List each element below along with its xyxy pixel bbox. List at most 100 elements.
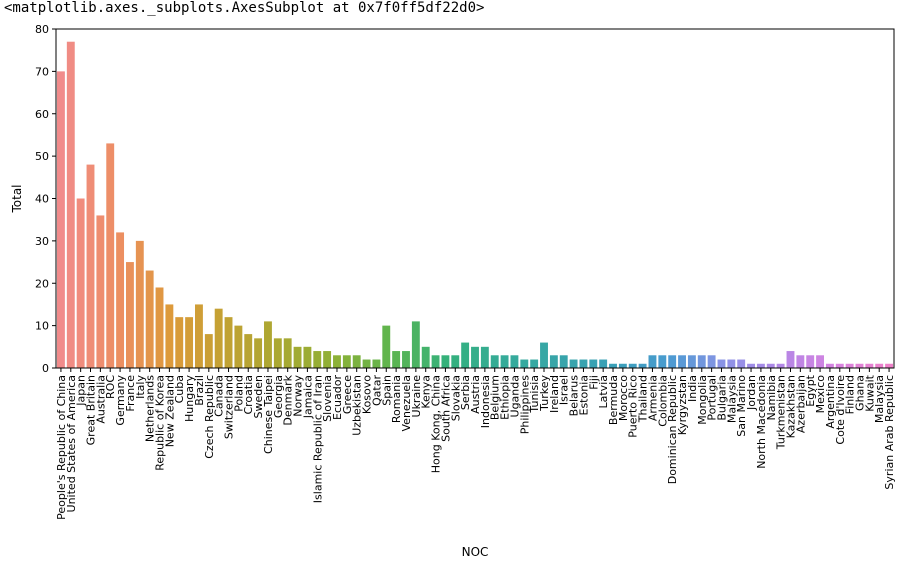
x-tick-label: Republic of Korea (154, 375, 167, 471)
y-tick-label: 50 (35, 150, 49, 163)
bar (165, 304, 174, 368)
y-tick-label: 70 (35, 65, 49, 78)
x-tick-label: India (686, 375, 699, 402)
bar (204, 334, 213, 368)
x-tick-label: San Marino (735, 375, 748, 437)
x-tick-label: Jamaica (301, 375, 314, 419)
y-tick-label: 0 (42, 362, 49, 375)
x-tick-label: Italy (134, 375, 147, 399)
y-tick-label: 80 (35, 23, 49, 36)
bar (825, 363, 834, 368)
y-tick-label: 10 (35, 320, 49, 333)
bar (76, 198, 85, 368)
bar (687, 355, 696, 368)
x-tick-label: Estonia (577, 375, 590, 416)
bar (56, 71, 65, 368)
bar (727, 359, 736, 368)
x-tick-label: Namibia (765, 375, 778, 421)
y-axis-title: Total (10, 184, 24, 213)
bar (451, 355, 460, 368)
x-tick-label: New Zealand (163, 375, 176, 447)
y-tick-label: 30 (35, 235, 49, 248)
x-tick-label: Greece (341, 375, 354, 414)
bar (756, 363, 765, 368)
x-tick-label: Morocco (617, 375, 630, 421)
bar (540, 342, 548, 368)
x-tick-label: Ukraine (410, 375, 423, 418)
x-tick-label: Turkey (538, 375, 551, 412)
bar (707, 355, 716, 368)
x-tick-label: Australia (94, 375, 107, 424)
x-tick-label: Ecuador (331, 375, 344, 420)
bar (648, 355, 657, 368)
x-tick-label: Kenya (420, 375, 433, 409)
bar (766, 363, 775, 368)
x-axis-title: NOC (462, 545, 489, 559)
bar (421, 346, 430, 368)
x-tick-label: Ethiopia (499, 375, 512, 420)
bar (865, 363, 874, 368)
x-tick-label: Indonesia (479, 375, 492, 428)
bar (678, 355, 686, 368)
bar (549, 355, 558, 368)
x-tick-label: Kosovo (361, 375, 374, 414)
bar (342, 355, 351, 368)
x-tick-label: Thailand (637, 375, 650, 423)
x-tick-label: Georgia (272, 375, 285, 418)
x-tick-label: Latvia (597, 375, 610, 409)
x-tick-label: Malaysia (873, 375, 886, 423)
bar (411, 321, 420, 368)
x-tick-label: Hungary (183, 375, 196, 422)
bar (747, 363, 755, 368)
x-tick-label: Belarus (568, 375, 581, 417)
x-tick-label: Ireland (548, 375, 561, 413)
x-tick-label: ROC (104, 375, 117, 399)
bar (697, 355, 706, 368)
x-tick-label: Norway (292, 375, 305, 417)
bar (885, 363, 894, 368)
x-tick-label: Croatia (242, 375, 255, 415)
x-tick-label: Venezuela (400, 375, 413, 432)
bar (254, 338, 263, 368)
x-tick-label: Slovakia (449, 375, 462, 421)
x-tick-label: Portugal (706, 375, 719, 421)
x-tick-label: Japan (75, 375, 88, 407)
bar (155, 287, 164, 368)
bar (244, 334, 253, 368)
bar (234, 325, 243, 368)
bar (638, 363, 647, 368)
bar (589, 359, 598, 368)
bar (500, 355, 509, 368)
bar (609, 363, 617, 368)
bar (185, 317, 194, 368)
x-tick-label: Bermuda (607, 375, 620, 425)
x-tick-label: Great Britain (85, 375, 98, 445)
bar (579, 359, 588, 368)
bar (135, 240, 144, 368)
bar (323, 351, 332, 368)
bar (224, 317, 233, 368)
x-tick-label: Romania (390, 375, 403, 423)
x-tick-label: Kazakhstan (784, 375, 797, 438)
bar (273, 338, 282, 368)
bar (175, 317, 184, 368)
bar (471, 346, 479, 368)
bar (106, 143, 115, 368)
x-tick-label: Jordan (745, 375, 758, 411)
x-tick-label: Cuba (173, 375, 186, 403)
x-tick-label: Mongolia (696, 375, 709, 425)
bar (737, 359, 746, 368)
x-tick-label: Netherlands (144, 375, 157, 442)
x-tick-label: Egypt (804, 374, 817, 406)
x-tick-label: Poland (232, 375, 245, 412)
x-tick-label: Switzerland (223, 375, 236, 439)
x-tick-label: People's Republic of China (55, 375, 68, 520)
bar (392, 351, 401, 368)
bar (116, 232, 125, 368)
x-tick-label: Brazil (193, 375, 206, 406)
bar (520, 359, 529, 368)
bar (599, 359, 608, 368)
bar (776, 363, 785, 368)
x-tick-label: Finland (844, 375, 857, 414)
